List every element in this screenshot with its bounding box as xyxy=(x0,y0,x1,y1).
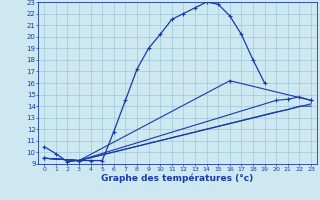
X-axis label: Graphe des températures (°c): Graphe des températures (°c) xyxy=(101,173,254,183)
